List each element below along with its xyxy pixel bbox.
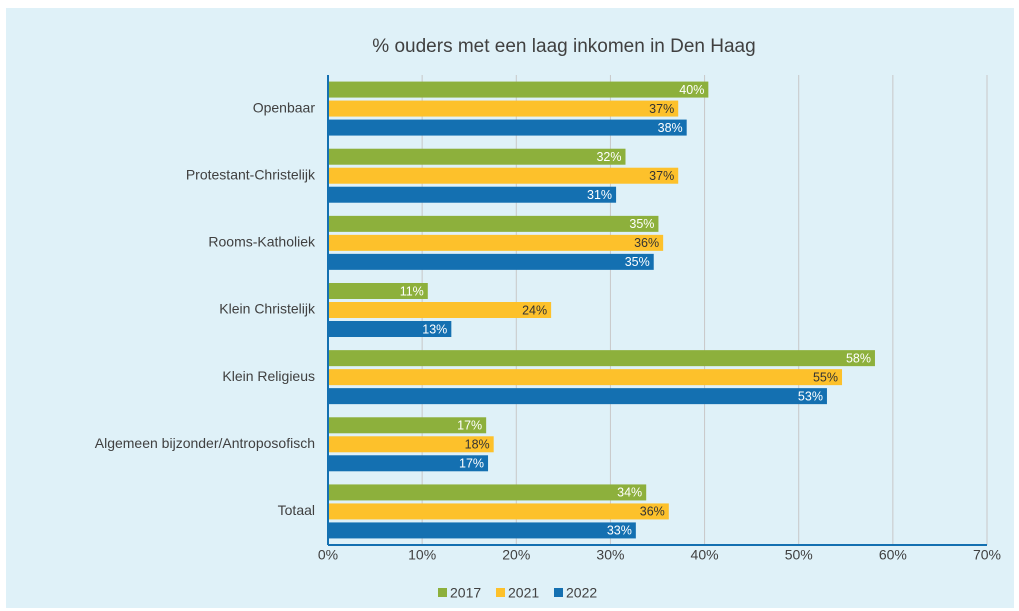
value-label: 53% xyxy=(798,389,823,403)
y-tick-label: Protestant-Christelijk xyxy=(186,166,316,182)
bar xyxy=(328,350,875,367)
y-tick-label: Openbaar xyxy=(253,99,316,115)
bar xyxy=(328,283,428,299)
value-label: 55% xyxy=(813,370,838,384)
bar xyxy=(328,417,487,434)
bar xyxy=(328,234,664,251)
x-tick-label: 40% xyxy=(691,547,719,563)
bar xyxy=(328,100,679,117)
x-tick-label: 70% xyxy=(973,547,1001,563)
value-label: 13% xyxy=(422,322,447,336)
value-label: 18% xyxy=(465,438,490,452)
bar xyxy=(328,253,654,270)
value-label: 17% xyxy=(457,419,482,433)
bar xyxy=(328,321,452,337)
bar xyxy=(328,119,687,136)
bar xyxy=(328,186,617,203)
legend-label: 2021 xyxy=(508,585,539,601)
value-label: 33% xyxy=(607,524,632,538)
x-tick-label: 50% xyxy=(785,547,813,563)
bar xyxy=(328,148,626,165)
x-tick-label: 10% xyxy=(408,547,436,563)
bar xyxy=(328,369,843,386)
value-label: 37% xyxy=(649,102,674,116)
value-label: 37% xyxy=(649,169,674,183)
y-tick-label: Totaal xyxy=(278,502,315,518)
value-label: 36% xyxy=(640,505,665,519)
value-label: 31% xyxy=(587,188,612,202)
bar xyxy=(328,388,827,405)
legend-swatch xyxy=(496,588,505,597)
legend-swatch xyxy=(438,588,447,597)
x-tick-label: 0% xyxy=(318,547,338,563)
value-label: 58% xyxy=(846,351,871,365)
bar xyxy=(328,455,489,472)
value-label: 11% xyxy=(400,284,424,298)
bar xyxy=(328,436,494,453)
bar xyxy=(328,503,669,520)
legend-label: 2017 xyxy=(450,585,481,601)
bar xyxy=(328,302,552,318)
legend-swatch xyxy=(554,588,563,597)
bar xyxy=(328,522,636,539)
value-label: 40% xyxy=(679,83,704,97)
bar xyxy=(328,167,679,184)
value-label: 35% xyxy=(629,217,654,231)
y-tick-label: Klein Christelijk xyxy=(219,301,316,317)
value-label: 35% xyxy=(625,255,650,269)
legend-label: 2022 xyxy=(566,585,597,601)
y-tick-label: Rooms-Katholiek xyxy=(208,234,316,250)
bar xyxy=(328,215,659,232)
value-label: 38% xyxy=(658,121,683,135)
value-label: 34% xyxy=(617,486,642,500)
y-tick-label: Klein Religieus xyxy=(222,368,315,384)
chart-title: % ouders met een laag inkomen in Den Haa… xyxy=(372,36,755,57)
bar xyxy=(328,81,709,98)
x-tick-label: 60% xyxy=(879,547,907,563)
x-tick-label: 20% xyxy=(502,547,530,563)
value-label: 17% xyxy=(459,457,484,471)
y-tick-label: Algemeen bijzonder/Antroposofisch xyxy=(95,435,315,451)
bar xyxy=(328,484,647,501)
value-label: 24% xyxy=(522,303,547,317)
value-label: 36% xyxy=(634,236,659,250)
x-tick-label: 30% xyxy=(596,547,624,563)
value-label: 32% xyxy=(596,150,621,164)
